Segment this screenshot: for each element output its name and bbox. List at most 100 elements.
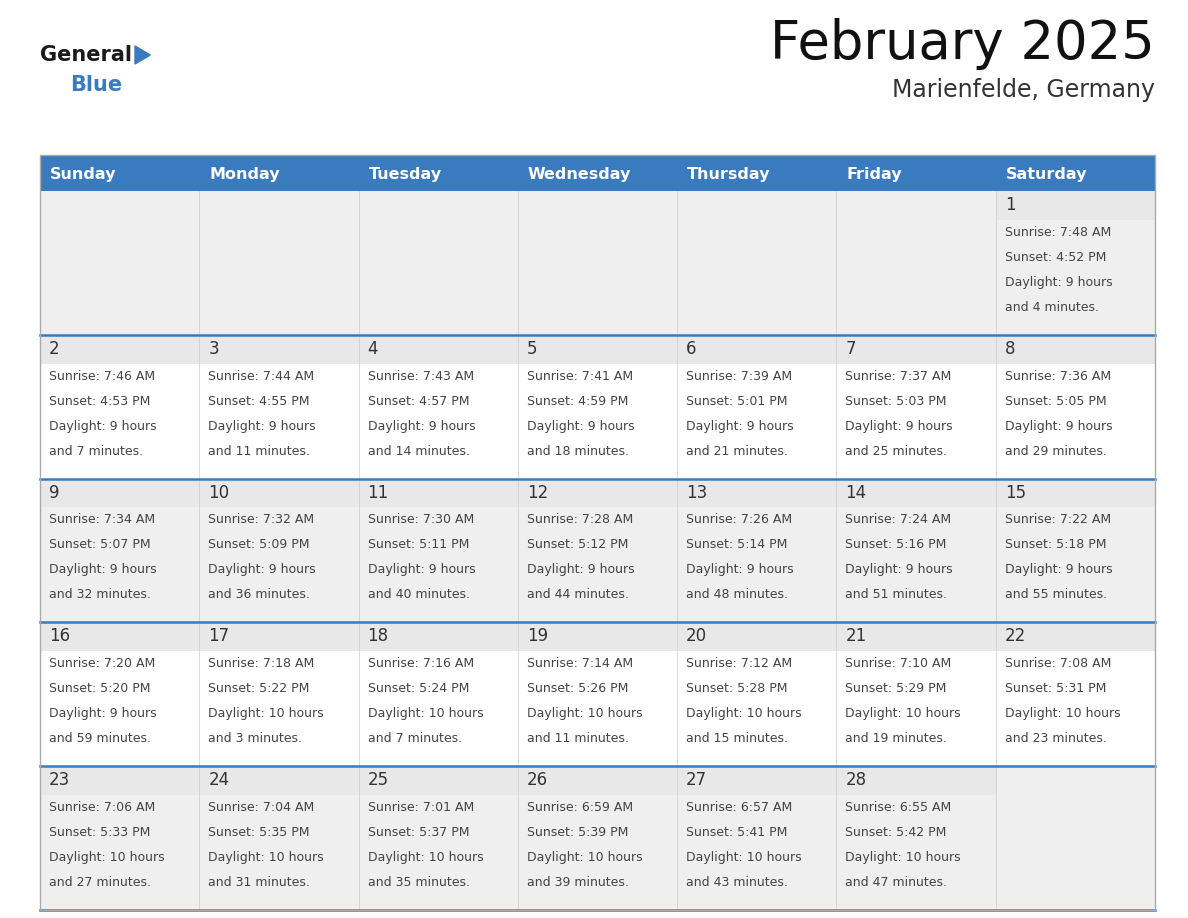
Text: 4: 4: [367, 340, 378, 358]
Text: Sunset: 5:24 PM: Sunset: 5:24 PM: [367, 682, 469, 695]
Text: Daylight: 9 hours: Daylight: 9 hours: [367, 564, 475, 577]
Text: Daylight: 9 hours: Daylight: 9 hours: [49, 564, 157, 577]
Text: 25: 25: [367, 771, 388, 789]
Text: Sunset: 5:12 PM: Sunset: 5:12 PM: [526, 538, 628, 552]
Bar: [836, 478, 996, 508]
Bar: [40, 335, 1155, 478]
Bar: [359, 767, 518, 795]
Text: Sunrise: 7:32 AM: Sunrise: 7:32 AM: [208, 513, 315, 526]
Text: 27: 27: [687, 771, 707, 789]
Text: and 7 minutes.: and 7 minutes.: [367, 733, 462, 745]
Text: 13: 13: [687, 484, 707, 501]
Text: 21: 21: [846, 627, 867, 645]
Text: and 23 minutes.: and 23 minutes.: [1005, 733, 1106, 745]
Text: February 2025: February 2025: [770, 18, 1155, 70]
Text: Sunrise: 7:18 AM: Sunrise: 7:18 AM: [208, 657, 315, 670]
Bar: [40, 155, 1155, 191]
Text: 23: 23: [49, 771, 70, 789]
Text: Daylight: 10 hours: Daylight: 10 hours: [367, 851, 484, 864]
Text: Sunset: 5:01 PM: Sunset: 5:01 PM: [687, 395, 788, 408]
Text: Friday: Friday: [846, 166, 902, 182]
Text: and 59 minutes.: and 59 minutes.: [49, 733, 151, 745]
Text: General: General: [40, 45, 132, 65]
Text: Sunset: 4:52 PM: Sunset: 4:52 PM: [1005, 251, 1106, 263]
Bar: [677, 767, 836, 795]
Text: Sunset: 5:09 PM: Sunset: 5:09 PM: [208, 538, 310, 552]
Text: Daylight: 9 hours: Daylight: 9 hours: [1005, 420, 1112, 432]
Text: and 39 minutes.: and 39 minutes.: [526, 876, 628, 889]
Text: 19: 19: [526, 627, 548, 645]
Text: and 51 minutes.: and 51 minutes.: [846, 588, 947, 601]
Bar: [518, 478, 677, 508]
Text: Daylight: 9 hours: Daylight: 9 hours: [208, 564, 316, 577]
Text: Sunrise: 7:10 AM: Sunrise: 7:10 AM: [846, 657, 952, 670]
Text: Sunrise: 7:28 AM: Sunrise: 7:28 AM: [526, 513, 633, 526]
Bar: [359, 478, 518, 508]
Text: 10: 10: [208, 484, 229, 501]
Bar: [40, 155, 1155, 910]
Text: Daylight: 9 hours: Daylight: 9 hours: [1005, 275, 1112, 289]
Text: Sunrise: 7:01 AM: Sunrise: 7:01 AM: [367, 801, 474, 814]
Text: Sunset: 5:05 PM: Sunset: 5:05 PM: [1005, 395, 1106, 408]
Text: 28: 28: [846, 771, 866, 789]
Text: and 3 minutes.: and 3 minutes.: [208, 733, 302, 745]
Text: Sunset: 5:41 PM: Sunset: 5:41 PM: [687, 826, 788, 839]
Text: Sunset: 4:57 PM: Sunset: 4:57 PM: [367, 395, 469, 408]
Text: Sunrise: 7:24 AM: Sunrise: 7:24 AM: [846, 513, 952, 526]
Bar: [996, 478, 1155, 508]
Text: Sunrise: 7:46 AM: Sunrise: 7:46 AM: [49, 370, 156, 383]
Text: Sunrise: 7:48 AM: Sunrise: 7:48 AM: [1005, 226, 1111, 239]
Text: and 27 minutes.: and 27 minutes.: [49, 876, 151, 889]
Text: Sunset: 5:14 PM: Sunset: 5:14 PM: [687, 538, 788, 552]
Text: Daylight: 10 hours: Daylight: 10 hours: [367, 707, 484, 721]
Text: and 47 minutes.: and 47 minutes.: [846, 876, 947, 889]
Bar: [518, 622, 677, 651]
Text: and 19 minutes.: and 19 minutes.: [846, 733, 947, 745]
Text: Daylight: 10 hours: Daylight: 10 hours: [208, 707, 324, 721]
Text: Sunrise: 6:57 AM: Sunrise: 6:57 AM: [687, 801, 792, 814]
Text: 8: 8: [1005, 340, 1016, 358]
Text: 1: 1: [1005, 196, 1016, 214]
Text: Daylight: 10 hours: Daylight: 10 hours: [208, 851, 324, 864]
Text: and 11 minutes.: and 11 minutes.: [526, 733, 628, 745]
Bar: [359, 335, 518, 364]
Text: Daylight: 9 hours: Daylight: 9 hours: [49, 420, 157, 432]
Text: Marienfelde, Germany: Marienfelde, Germany: [892, 78, 1155, 102]
Text: Sunday: Sunday: [50, 166, 116, 182]
Text: 16: 16: [49, 627, 70, 645]
Text: Sunset: 5:18 PM: Sunset: 5:18 PM: [1005, 538, 1106, 552]
Text: Sunrise: 7:37 AM: Sunrise: 7:37 AM: [846, 370, 952, 383]
Text: Sunset: 5:31 PM: Sunset: 5:31 PM: [1005, 682, 1106, 695]
Bar: [359, 622, 518, 651]
Polygon shape: [135, 46, 151, 64]
Text: 11: 11: [367, 484, 388, 501]
Text: Sunset: 5:28 PM: Sunset: 5:28 PM: [687, 682, 788, 695]
Text: Sunset: 5:07 PM: Sunset: 5:07 PM: [49, 538, 151, 552]
Text: Daylight: 10 hours: Daylight: 10 hours: [526, 707, 643, 721]
Text: and 36 minutes.: and 36 minutes.: [208, 588, 310, 601]
Text: Sunset: 5:22 PM: Sunset: 5:22 PM: [208, 682, 310, 695]
Bar: [40, 767, 1155, 910]
Text: Sunrise: 7:22 AM: Sunrise: 7:22 AM: [1005, 513, 1111, 526]
Text: Sunrise: 7:16 AM: Sunrise: 7:16 AM: [367, 657, 474, 670]
Text: and 35 minutes.: and 35 minutes.: [367, 876, 469, 889]
Text: 9: 9: [49, 484, 59, 501]
Bar: [40, 478, 1155, 622]
Text: Daylight: 10 hours: Daylight: 10 hours: [526, 851, 643, 864]
Text: and 31 minutes.: and 31 minutes.: [208, 876, 310, 889]
Text: 12: 12: [526, 484, 548, 501]
Text: Tuesday: Tuesday: [368, 166, 442, 182]
Text: Daylight: 10 hours: Daylight: 10 hours: [687, 707, 802, 721]
Text: Sunset: 5:03 PM: Sunset: 5:03 PM: [846, 395, 947, 408]
Text: Sunset: 5:16 PM: Sunset: 5:16 PM: [846, 538, 947, 552]
Text: Sunrise: 7:26 AM: Sunrise: 7:26 AM: [687, 513, 792, 526]
Bar: [40, 767, 200, 795]
Text: Sunrise: 6:55 AM: Sunrise: 6:55 AM: [846, 801, 952, 814]
Text: Sunrise: 7:06 AM: Sunrise: 7:06 AM: [49, 801, 156, 814]
Text: 7: 7: [846, 340, 855, 358]
Text: and 43 minutes.: and 43 minutes.: [687, 876, 788, 889]
Text: and 55 minutes.: and 55 minutes.: [1005, 588, 1107, 601]
Text: Sunrise: 7:36 AM: Sunrise: 7:36 AM: [1005, 370, 1111, 383]
Bar: [996, 622, 1155, 651]
Text: and 25 minutes.: and 25 minutes.: [846, 444, 947, 457]
